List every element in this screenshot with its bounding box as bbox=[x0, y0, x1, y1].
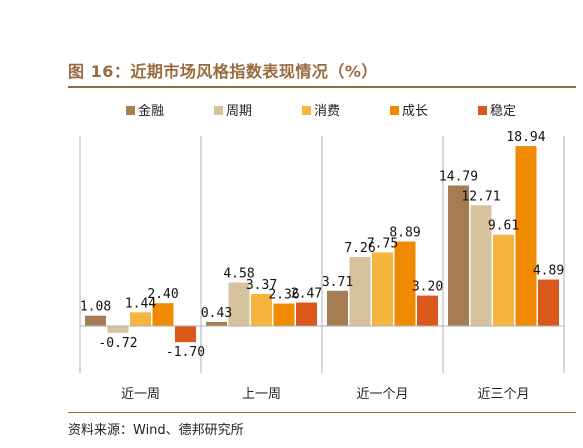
value-label-1-2: 0.43 bbox=[201, 306, 232, 321]
legend-swatch-2 bbox=[214, 106, 223, 115]
category-label-1: 近一周 bbox=[121, 387, 160, 402]
bar-3-1 bbox=[130, 312, 151, 326]
bar-2-1 bbox=[107, 326, 129, 333]
bar-5-1 bbox=[175, 326, 196, 343]
value-label-3-2: 3.37 bbox=[246, 278, 277, 293]
value-label-4-4: 18.94 bbox=[506, 130, 545, 145]
value-label-1-3: 3.71 bbox=[322, 275, 353, 290]
bar-2-2 bbox=[228, 282, 250, 326]
figure-title: 图 16：近期市场风格指数表现情况（%） bbox=[68, 62, 378, 81]
bar-4-4 bbox=[515, 146, 537, 326]
legend-label-1: 金融 bbox=[138, 103, 164, 119]
value-label-2-1: -0.72 bbox=[98, 336, 137, 351]
bar-3-2 bbox=[251, 293, 272, 326]
value-label-1-4: 14.79 bbox=[439, 169, 478, 184]
bar-5-3 bbox=[417, 295, 438, 326]
category-label-2: 上一周 bbox=[242, 387, 281, 402]
value-label-4-2: 2.36 bbox=[268, 288, 299, 303]
bar-4-1 bbox=[152, 303, 174, 326]
value-label-5-3: 3.20 bbox=[412, 280, 443, 295]
value-label-5-4: 4.89 bbox=[533, 264, 564, 279]
legend-label-3: 消费 bbox=[314, 104, 340, 119]
value-label-5-1: -1.70 bbox=[166, 345, 205, 360]
bar-1-4 bbox=[448, 185, 469, 326]
legend-swatch-1 bbox=[126, 106, 135, 115]
value-label-4-3: 8.89 bbox=[389, 226, 420, 241]
value-label-3-4: 9.61 bbox=[488, 219, 519, 234]
bar-2-4 bbox=[470, 205, 492, 326]
chart-legend: 金融 周期 消费 成长 稳定 bbox=[126, 103, 516, 119]
source-note: 资料来源：Wind、德邦研究所 bbox=[68, 423, 244, 438]
value-label-4-1: 2.40 bbox=[147, 287, 178, 302]
bar-group bbox=[85, 146, 559, 343]
category-label-4: 近三个月 bbox=[477, 387, 529, 402]
bar-1-3 bbox=[327, 290, 348, 326]
category-label-3: 近一个月 bbox=[356, 387, 408, 402]
legend-label-5: 稳定 bbox=[490, 103, 516, 119]
value-label-2-3: 7.26 bbox=[344, 241, 375, 256]
bar-1-2 bbox=[206, 321, 227, 326]
data-labels: 1.08 -0.72 1.442.40 -1.70 0.43 4.583.372.362.… bbox=[80, 130, 564, 360]
source-divider bbox=[68, 412, 576, 413]
legend-swatch-4 bbox=[390, 106, 399, 115]
value-label-1-1: 1.08 bbox=[80, 300, 111, 315]
bar-3-3 bbox=[372, 252, 393, 326]
bar-3-4 bbox=[493, 234, 514, 326]
legend-label-4: 成长 bbox=[402, 104, 428, 119]
bar-4-2 bbox=[273, 303, 295, 326]
bar-2-3 bbox=[349, 257, 371, 326]
value-label-2-4: 12.71 bbox=[461, 189, 500, 204]
legend-label-2: 周期 bbox=[226, 104, 252, 119]
title-divider bbox=[68, 86, 576, 88]
legend-swatch-5 bbox=[478, 106, 487, 115]
legend-swatch-3 bbox=[302, 106, 311, 115]
category-axis-labels: 近一周 上一周 近一个月 近三个月 bbox=[121, 387, 530, 402]
category-separators bbox=[79, 136, 565, 373]
bar-5-4 bbox=[538, 279, 559, 326]
bar-1-1 bbox=[85, 315, 106, 326]
value-label-3-1: 1.44 bbox=[125, 296, 156, 311]
value-label-3-3: 7.75 bbox=[367, 236, 398, 251]
bar-4-3 bbox=[394, 241, 416, 326]
value-label-5-2: 2.47 bbox=[291, 287, 322, 302]
value-label-2-2: 4.58 bbox=[223, 266, 254, 281]
bar-5-2 bbox=[296, 302, 317, 326]
